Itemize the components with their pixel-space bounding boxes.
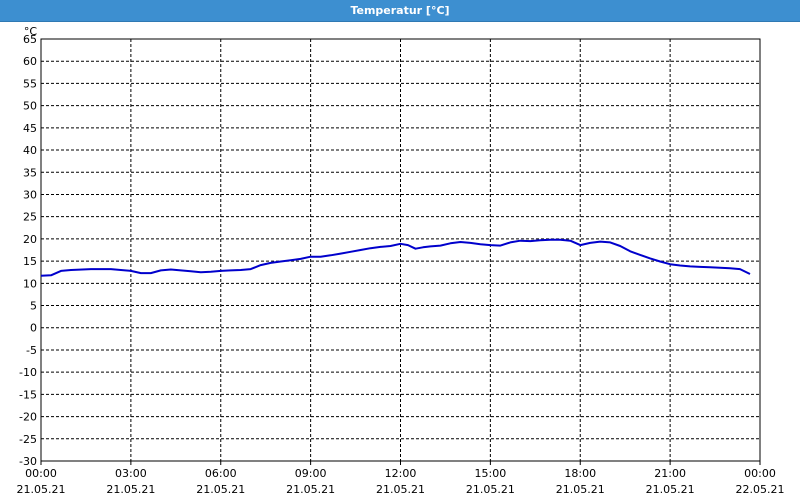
x-tick-date: 21.05.21 <box>376 483 425 496</box>
x-tick-time: 15:00 <box>475 467 507 480</box>
chart-title: Temperatur [°C] <box>350 4 450 17</box>
x-tick-time: 00:00 <box>744 467 776 480</box>
y-tick-label: 30 <box>23 188 37 201</box>
x-tick-time: 06:00 <box>205 467 237 480</box>
x-tick-time: 09:00 <box>295 467 327 480</box>
y-unit-label: °C <box>24 25 38 38</box>
x-tick-date: 21.05.21 <box>466 483 515 496</box>
y-tick-label: 65 <box>23 33 37 46</box>
y-tick-label: 15 <box>23 255 37 268</box>
temperature-series-line <box>40 238 751 277</box>
x-tick-date: 21.05.21 <box>17 483 66 496</box>
x-tick-date: 21.05.21 <box>106 483 155 496</box>
y-tick-label: 55 <box>23 77 37 90</box>
y-tick-label: 60 <box>23 55 37 68</box>
chart-area: 65 60 55 50 45 40 35 30 25 20 15 10 5 0 -5 -10 -15 -20 -25… <box>0 22 800 500</box>
y-tick-label: 25 <box>23 211 37 224</box>
x-tick-date: 21.05.21 <box>196 483 245 496</box>
y-tick-label: 50 <box>23 100 37 113</box>
y-tick-label: -20 <box>19 411 37 424</box>
y-tick-label: 35 <box>23 166 37 179</box>
x-tick-date: 21.05.21 <box>556 483 605 496</box>
y-tick-label: -5 <box>26 344 37 357</box>
chart-title-bar: Temperatur [°C] <box>0 0 800 22</box>
x-tick-time: 00:00 <box>25 467 57 480</box>
y-tick-label: 40 <box>23 144 37 157</box>
y-tick-label: 20 <box>23 233 37 246</box>
x-tick-date: 21.05.21 <box>286 483 335 496</box>
x-tick-time: 21:00 <box>654 467 686 480</box>
x-tick-date: 21.05.21 <box>646 483 695 496</box>
y-tick-label: -25 <box>19 433 37 446</box>
y-tick-label: 0 <box>30 322 37 335</box>
y-tick-label: 45 <box>23 122 37 135</box>
x-tick-date: 22.05.21 <box>736 483 785 496</box>
x-tick-time: 12:00 <box>385 467 417 480</box>
y-tick-label: 5 <box>30 300 37 313</box>
x-tick-time: 03:00 <box>115 467 147 480</box>
temperature-chart: 65605550454035302520151050-5-10-15-20-25… <box>17 25 785 496</box>
x-tick-time: 18:00 <box>564 467 596 480</box>
y-tick-label: -30 <box>19 455 37 468</box>
y-tick-label: -10 <box>19 366 37 379</box>
y-tick-label: -15 <box>19 388 37 401</box>
y-tick-label: 10 <box>23 277 37 290</box>
